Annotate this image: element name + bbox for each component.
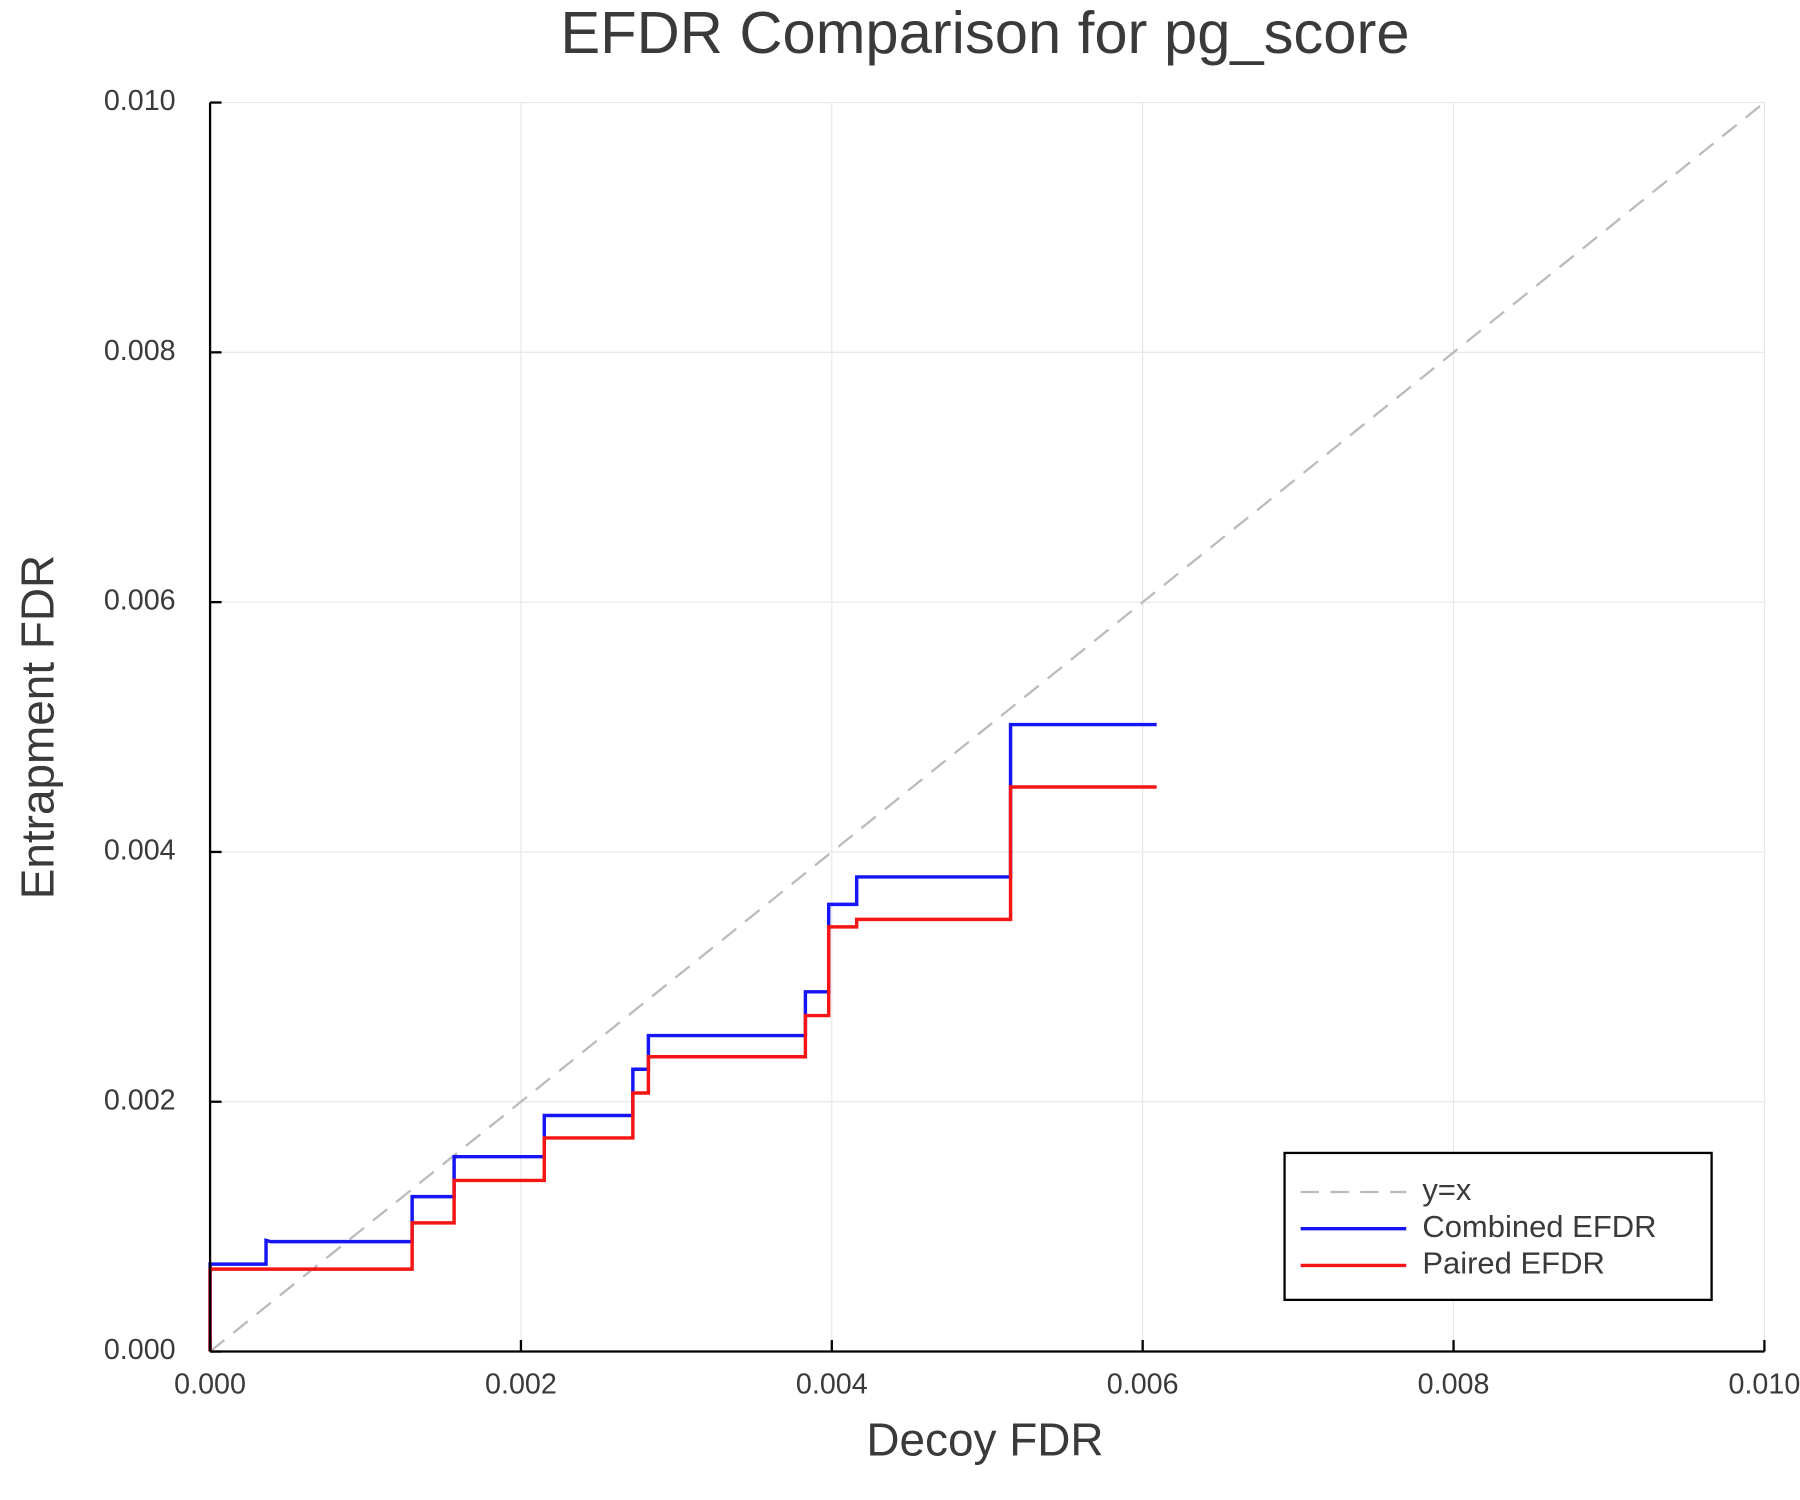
x-tick-label: 0.008	[1418, 1369, 1490, 1401]
x-tick-label: 0.010	[1729, 1369, 1800, 1401]
y-tick-label: 0.002	[104, 1084, 176, 1116]
plot-area	[208, 101, 1766, 1353]
x-tick-label: 0.004	[796, 1369, 868, 1401]
legend-label: y=x	[1422, 1172, 1472, 1207]
y-tick-label: 0.010	[104, 85, 176, 117]
y-axis-label: Entrapment FDR	[11, 555, 63, 899]
legend-label: Paired EFDR	[1422, 1246, 1605, 1281]
y-tick-label: 0.006	[104, 585, 176, 617]
series-line	[208, 722, 1157, 1352]
series-line	[209, 101, 1766, 1353]
x-tick-label: 0.002	[485, 1369, 557, 1401]
legend-label: Combined EFDR	[1422, 1209, 1656, 1244]
y-tick-label: 0.004	[104, 835, 176, 867]
y-tick-label: 0.008	[104, 335, 176, 367]
chart-title: EFDR Comparison for pg_score	[560, 0, 1409, 66]
legend-box	[1283, 1151, 1713, 1302]
x-axis-label: Decoy FDR	[866, 1413, 1103, 1465]
series-line	[208, 785, 1157, 1352]
x-tick-label: 0.000	[174, 1369, 246, 1401]
y-tick-label: 0.000	[104, 1334, 176, 1366]
axes: 0.000 0.002 0.004 0.006 0.008 0.010 0.000 0.002…	[104, 85, 1800, 1400]
x-tick-label: 0.006	[1107, 1369, 1179, 1401]
